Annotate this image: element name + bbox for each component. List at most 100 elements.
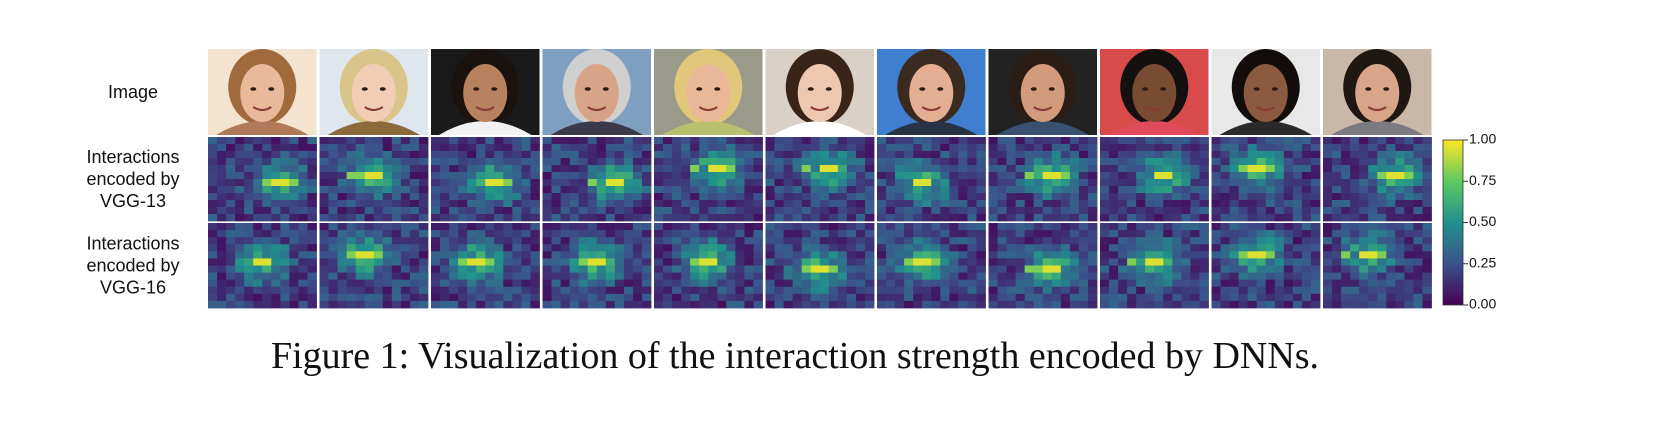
heatmap-cell bbox=[1386, 223, 1396, 231]
heatmap-cell bbox=[418, 165, 429, 173]
heatmap-cell bbox=[494, 172, 504, 180]
heatmap-cell bbox=[328, 237, 338, 245]
heatmap-cell bbox=[949, 186, 959, 194]
heatmap-cell bbox=[913, 293, 923, 302]
heatmap-cell bbox=[792, 293, 803, 302]
heatmap-cell bbox=[855, 265, 866, 273]
heatmap-cell bbox=[783, 158, 794, 166]
heatmap-cell bbox=[1274, 258, 1285, 266]
heatmap bbox=[765, 223, 875, 309]
heatmap-cell bbox=[440, 144, 450, 152]
heatmap-cell bbox=[828, 272, 839, 281]
heatmap-cell bbox=[614, 223, 625, 231]
face bbox=[240, 64, 285, 122]
heatmap-cell bbox=[521, 258, 531, 266]
heatmap-cell bbox=[208, 137, 218, 145]
heatmap-cell bbox=[217, 137, 227, 145]
heatmap-cell bbox=[1060, 165, 1071, 173]
heatmap-cell bbox=[1006, 165, 1017, 173]
heatmap-cell bbox=[328, 165, 338, 173]
heatmap-cell bbox=[1301, 293, 1312, 302]
heatmap-cell bbox=[298, 300, 308, 309]
mouth bbox=[1033, 106, 1053, 111]
heatmap-cell bbox=[1154, 179, 1164, 187]
heatmap-cell bbox=[837, 279, 848, 288]
heatmap-cell bbox=[1220, 186, 1230, 194]
heatmap-cell bbox=[226, 186, 236, 194]
heatmap-cell bbox=[765, 200, 775, 208]
heatmap-cell bbox=[1395, 158, 1405, 166]
heatmap-cell bbox=[1256, 300, 1267, 309]
heatmap-cell bbox=[409, 186, 420, 194]
heatmap-cell bbox=[614, 230, 625, 238]
heatmap-cell bbox=[1033, 258, 1044, 266]
heatmap-cell bbox=[1301, 300, 1312, 309]
heatmap-cell bbox=[1301, 286, 1312, 295]
heatmap-cell bbox=[1332, 286, 1342, 295]
heatmap-cell bbox=[931, 237, 941, 245]
heatmap-cell bbox=[765, 251, 775, 259]
heatmap-cell bbox=[855, 151, 866, 159]
heatmap-cell bbox=[913, 300, 923, 309]
heatmap-cell bbox=[418, 265, 429, 273]
heatmap-cell bbox=[1051, 258, 1062, 266]
heatmap-cell bbox=[1154, 286, 1164, 295]
heatmap-cell bbox=[346, 279, 357, 288]
heatmap-cell bbox=[1292, 293, 1303, 302]
heatmap-cell bbox=[913, 207, 923, 215]
heatmap-cell bbox=[913, 186, 923, 194]
heatmap-cell bbox=[1087, 144, 1098, 152]
heatmap-cell bbox=[431, 293, 441, 302]
heatmap-cell bbox=[663, 293, 673, 302]
heatmap-cell bbox=[1377, 172, 1387, 180]
heatmap-cell bbox=[298, 272, 308, 281]
heatmap-cell bbox=[1238, 230, 1249, 238]
heatmap-cell bbox=[449, 144, 459, 152]
heatmap-cell bbox=[654, 230, 664, 238]
heatmap-cell bbox=[262, 272, 272, 281]
heatmap-cell bbox=[837, 137, 848, 145]
heatmap-cell bbox=[735, 244, 745, 252]
heatmap-cell bbox=[1154, 251, 1164, 259]
shoulders bbox=[1219, 121, 1312, 135]
heatmap-cell bbox=[346, 193, 357, 201]
row-label: encoded by bbox=[86, 169, 179, 189]
heatmap-cell bbox=[1377, 244, 1387, 252]
heatmap-cell bbox=[735, 165, 745, 173]
heatmap-cell bbox=[364, 265, 375, 273]
heatmap-cell bbox=[298, 207, 308, 215]
heatmap-cell bbox=[551, 172, 561, 180]
heatmap-cell bbox=[1395, 293, 1405, 302]
heatmap-cell bbox=[1229, 244, 1240, 252]
heatmap-cell bbox=[913, 144, 923, 152]
heatmap-cell bbox=[819, 207, 830, 215]
heatmap-cell bbox=[708, 200, 718, 208]
heatmap-cell bbox=[632, 258, 643, 266]
heatmap-cell bbox=[307, 258, 317, 266]
heatmap bbox=[542, 223, 652, 309]
heatmap-cell bbox=[828, 172, 839, 180]
heatmap-cell bbox=[355, 144, 366, 152]
heatmap-cell bbox=[440, 293, 450, 302]
heatmap-cell bbox=[708, 172, 718, 180]
heatmap-cell bbox=[521, 179, 531, 187]
heatmap-cell bbox=[672, 300, 682, 309]
heatmap-cell bbox=[1229, 230, 1240, 238]
heatmap-cell bbox=[226, 200, 236, 208]
heatmap-cell bbox=[654, 200, 664, 208]
heatmap-cell bbox=[1136, 286, 1146, 295]
heatmap-cell bbox=[262, 144, 272, 152]
heatmap-cell bbox=[1359, 158, 1369, 166]
heatmap-cell bbox=[1033, 137, 1044, 145]
heatmap-cell bbox=[1395, 151, 1405, 159]
heatmap-cell bbox=[967, 137, 977, 145]
heatmap-cell bbox=[1332, 193, 1342, 201]
heatmap-cell bbox=[521, 279, 531, 288]
heatmap-cell bbox=[1310, 272, 1321, 281]
heatmap-cell bbox=[801, 279, 812, 288]
heatmap-cell bbox=[801, 251, 812, 259]
heatmap-cell bbox=[801, 165, 812, 173]
heatmap-cell bbox=[458, 165, 468, 173]
heatmap-cell bbox=[1006, 230, 1017, 238]
heatmap-cell bbox=[373, 223, 384, 231]
